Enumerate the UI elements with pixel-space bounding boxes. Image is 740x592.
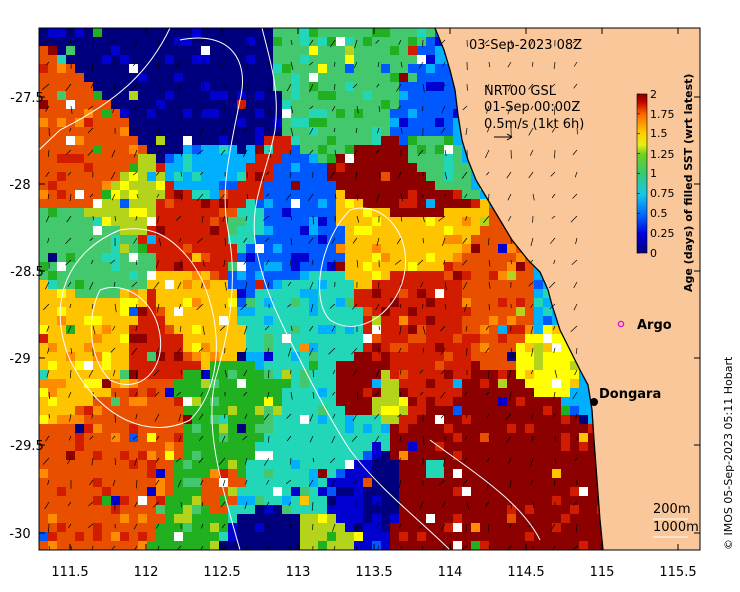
- y-tick-label: -29.5: [10, 439, 44, 454]
- x-tick-label: 115: [590, 565, 615, 580]
- timestamp-label: 03-Sep-2023 08Z: [469, 38, 582, 53]
- x-tick-label: 114.5: [507, 565, 544, 580]
- colorbar-tick-label: 1.5: [650, 127, 668, 140]
- colorbar-title: Age (days) of filled SST (wrt latest): [682, 74, 695, 292]
- isobath-1000m: [59, 37, 541, 550]
- colorbar-tick-label: 2: [650, 88, 657, 101]
- isobath-200m: [39, 28, 451, 550]
- x-tick-label: 114: [438, 565, 463, 580]
- vector-scale-arrow: [494, 133, 513, 141]
- product-label: NRT00 GSL: [484, 84, 557, 99]
- y-tick-label: -28: [9, 178, 30, 193]
- map-border: [38, 27, 701, 551]
- x-tick-label: 112: [134, 565, 159, 580]
- colorbar-tick-label: 1.25: [650, 148, 675, 161]
- dongara-marker: [590, 398, 598, 406]
- colorbar-tick-label: 0.75: [650, 187, 675, 200]
- colorbar: 2 1.75 1.5 1.25 1 0.75 0.5 0.25 0 Age (d…: [636, 74, 695, 292]
- y-tick-label: -27.5: [10, 91, 44, 106]
- x-axis: 111.5 112 112.5 113 113.5 114 114.5 115 …: [51, 28, 697, 580]
- colorbar-tick-label: 1: [650, 167, 657, 180]
- argo-marker: [617, 320, 625, 328]
- y-tick-label: -30: [9, 527, 30, 542]
- y-axis: -27.5 -28 -28.5 -29 -29.5 -30: [9, 91, 700, 542]
- isobath-200m-label: 200m: [653, 502, 690, 517]
- credit-label: © IMOS 05-Sep-2023 05:11 Hobart: [722, 356, 735, 550]
- land-mass: [435, 28, 700, 550]
- colorbar-tick-label: 0: [650, 247, 657, 260]
- dongara-label: Dongara: [599, 387, 661, 402]
- isobath-1000m-label: 1000m: [653, 520, 699, 535]
- colorbar-tick-label: 0.25: [650, 227, 675, 240]
- colorbar-tick-label: 1.75: [650, 108, 675, 121]
- vector-scale-label: 0.5m/s (1kt 6h): [484, 117, 584, 132]
- y-tick-label: -29: [9, 352, 30, 367]
- x-tick-label: 111.5: [51, 565, 88, 580]
- product-date-label: 01-Sep 00:00Z: [484, 100, 580, 115]
- argo-label: Argo: [637, 318, 672, 333]
- x-tick-label: 113.5: [355, 565, 392, 580]
- current-vectors: [41, 39, 578, 550]
- map-panel: [39, 28, 700, 550]
- x-tick-label: 115.5: [659, 565, 696, 580]
- coastline: [434, 28, 604, 550]
- y-tick-label: -28.5: [10, 265, 44, 280]
- colorbar-tick-label: 0.5: [650, 207, 668, 220]
- x-tick-label: 113: [286, 565, 311, 580]
- x-tick-label: 112.5: [203, 565, 240, 580]
